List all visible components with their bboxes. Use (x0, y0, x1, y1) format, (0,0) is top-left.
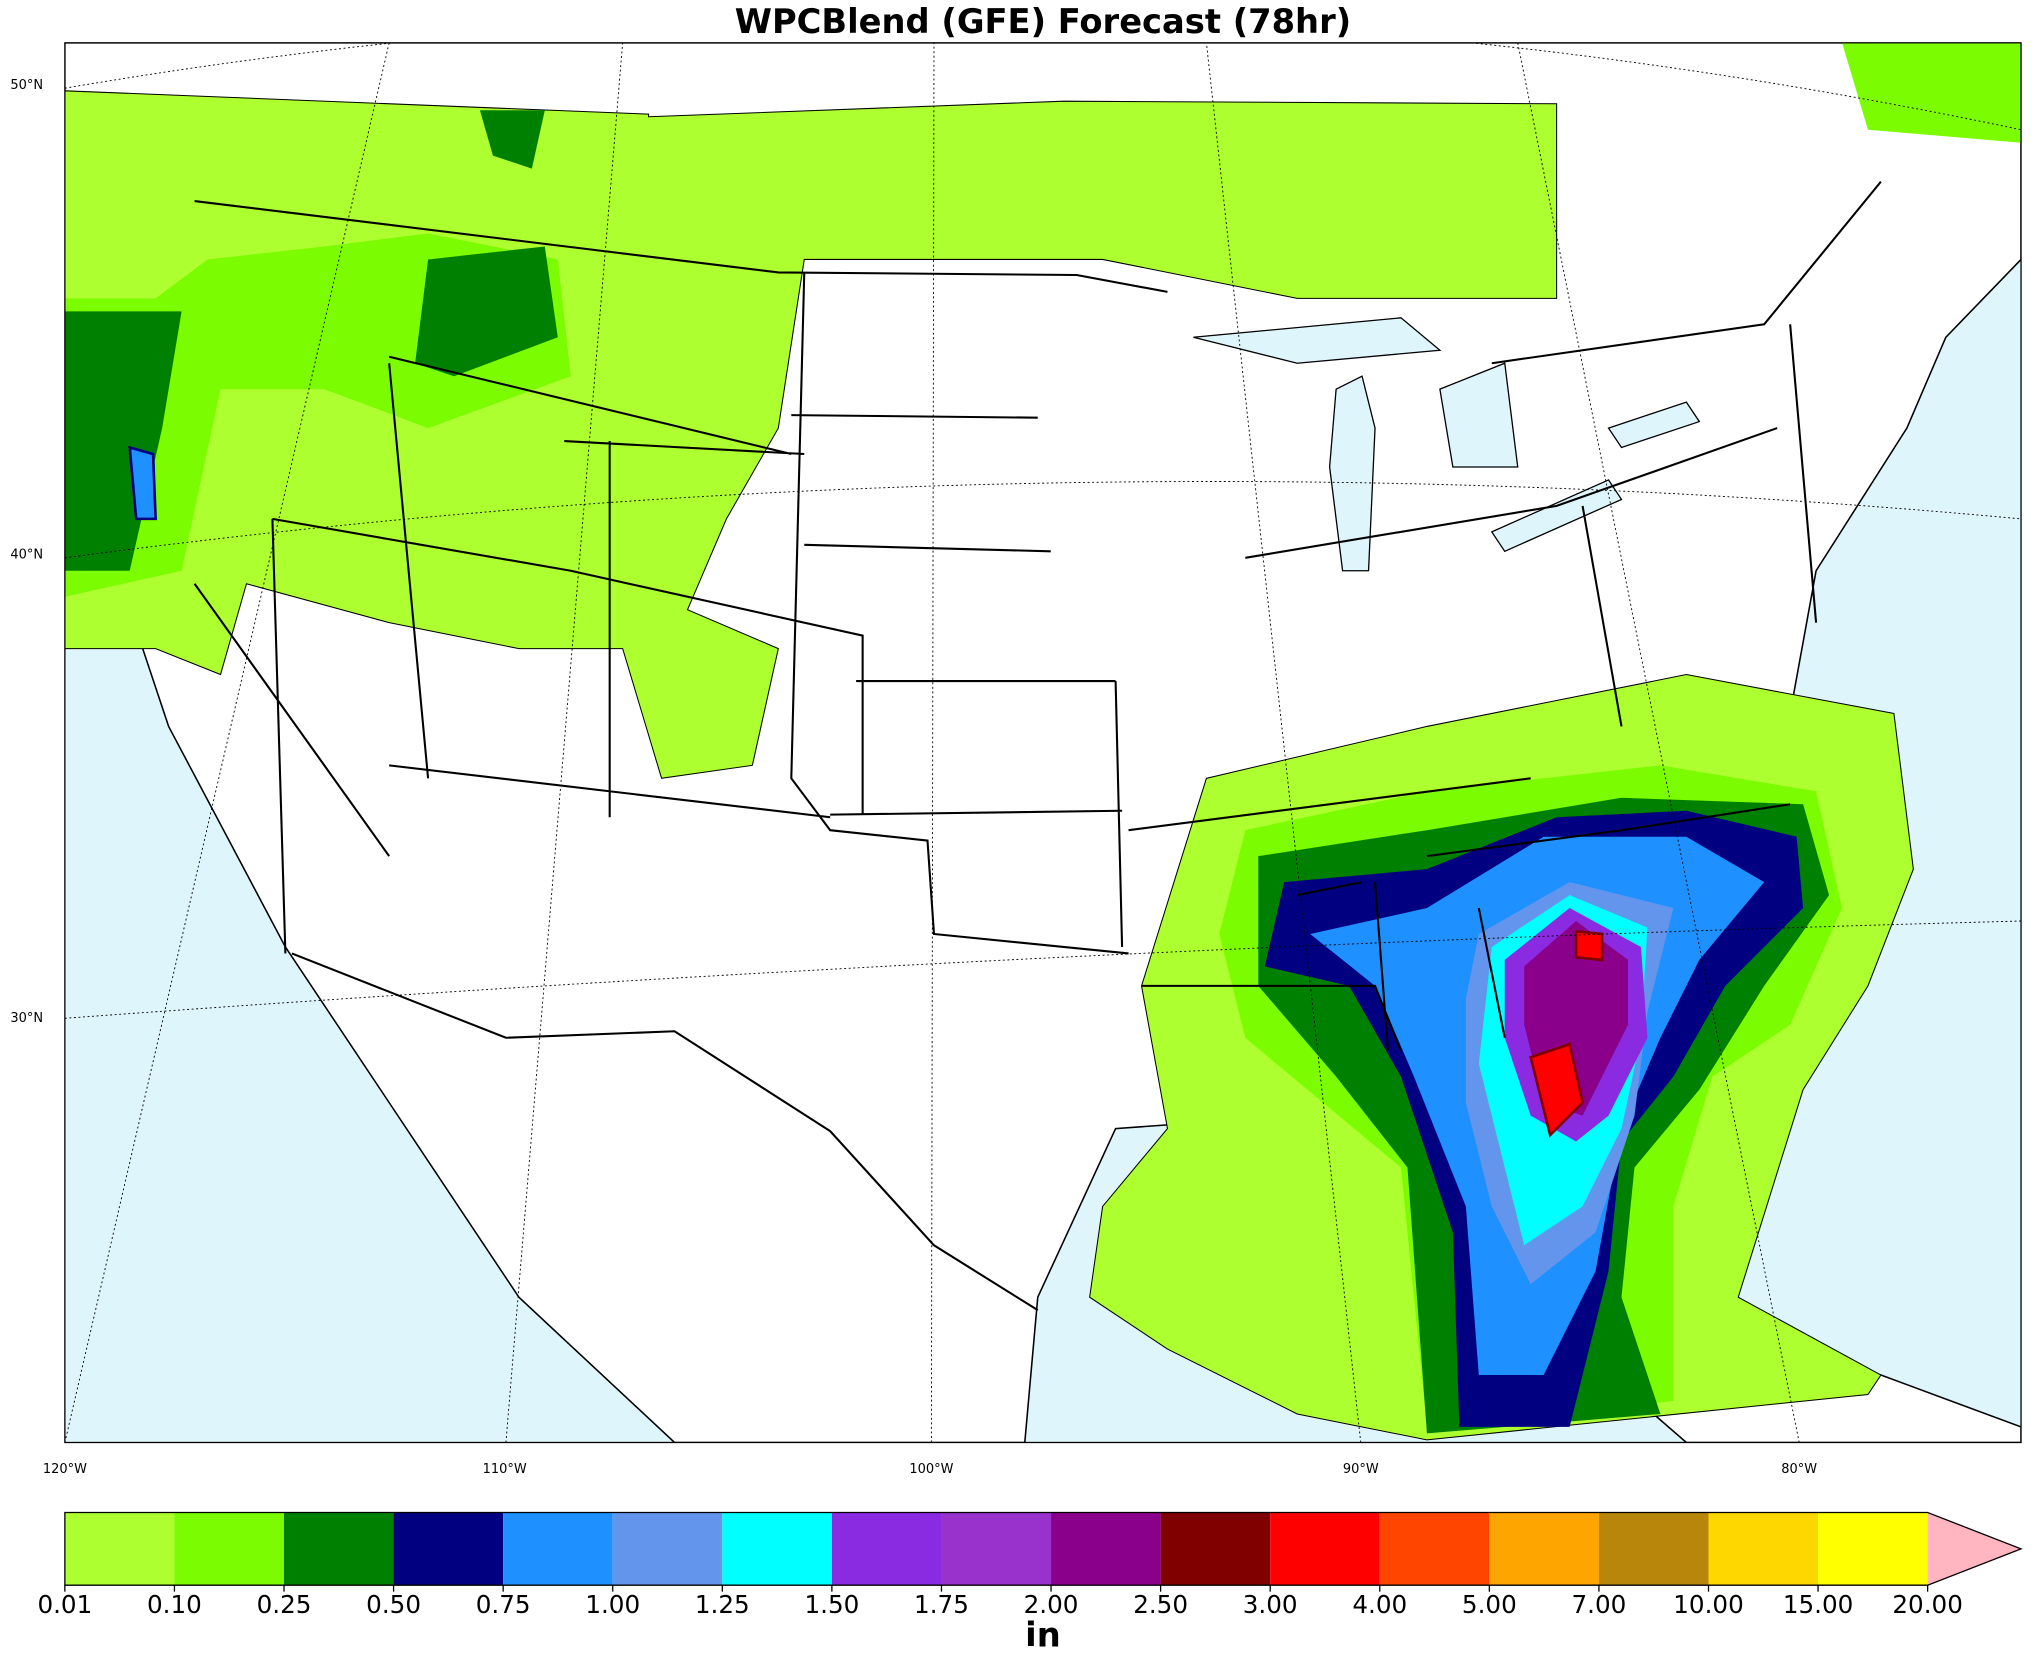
colorbar-label: in (1025, 1616, 1061, 1655)
lat-label: 30°N (10, 1011, 43, 1026)
colorbar-tick-label: 0.10 (147, 1590, 202, 1619)
colorbar-frame (64, 1511, 2023, 1586)
precip-northwest-core (64, 110, 558, 571)
colorbar-tick-label: 1.75 (914, 1590, 969, 1619)
colorbar-bin (174, 1512, 285, 1586)
lat-label: 50°N (10, 78, 43, 93)
lon-label: 100°W (909, 1462, 953, 1477)
precip-northeast (1842, 42, 2022, 143)
lon-label: 90°W (1343, 1462, 1379, 1477)
colorbar-tick-label: 1.25 (695, 1590, 750, 1619)
colorbar-bin (393, 1512, 504, 1586)
colorbar-extend (1927, 1512, 2022, 1586)
borders (193, 180, 1882, 1312)
figure: WPCBlend (GFE) Forecast (78hr) 50°N 40°N… (10, 2, 2023, 1655)
colorbar-bin (1160, 1512, 1271, 1586)
colorbar-bin (722, 1512, 832, 1586)
precip-northwest-peak (128, 445, 158, 521)
precip-southeast-peak (1529, 929, 1604, 1138)
lon-label: 110°W (483, 1462, 527, 1477)
map (64, 42, 2022, 1443)
colorbar-tick-label: 3.00 (1243, 1590, 1298, 1619)
colorbar-bin (1379, 1512, 1490, 1586)
colorbar-bin (1489, 1512, 1599, 1586)
colorbar-bin (64, 1512, 175, 1586)
colorbar-tick-label: 0.01 (37, 1590, 92, 1619)
colorbar-tick-label: 10.00 (1673, 1590, 1743, 1619)
colorbar-tick-label: 1.00 (585, 1590, 640, 1619)
colorbar-tick-label: 2.00 (1024, 1590, 1079, 1619)
colorbar-bin (831, 1512, 942, 1586)
colorbar-tick-label: 5.00 (1462, 1590, 1517, 1619)
great-lakes (1193, 317, 1701, 572)
colorbar-bin (1598, 1512, 1709, 1586)
map-frame (64, 42, 2022, 1444)
colorbar-bin (1708, 1512, 1819, 1586)
colorbar-tick-label: 0.25 (257, 1590, 312, 1619)
colorbar-tick-label: 2.50 (1133, 1590, 1188, 1619)
colorbar-tick-label: 0.50 (366, 1590, 421, 1619)
colorbar-tick-label: 4.00 (1352, 1590, 1407, 1619)
colorbar-tick-label: 7.00 (1571, 1590, 1626, 1619)
colorbar-bin (1051, 1512, 1161, 1586)
colorbar-tick-label: 15.00 (1783, 1590, 1854, 1619)
colorbar-bin (1818, 1512, 1928, 1586)
colorbar-tick-label: 20.00 (1892, 1590, 1962, 1619)
lon-label: 80°W (1781, 1462, 1817, 1477)
colorbar-bin (503, 1512, 613, 1586)
map-title: WPCBlend (GFE) Forecast (78hr) (735, 2, 1351, 41)
colorbar-bin (284, 1512, 394, 1586)
graticule (64, 42, 2022, 1443)
colorbar-bin (941, 1512, 1052, 1586)
colorbar-tick-label: 0.75 (476, 1590, 531, 1619)
colorbar-tick-label: 1.50 (804, 1590, 859, 1619)
lon-label: 120°W (43, 1462, 87, 1477)
lat-label: 40°N (10, 548, 43, 563)
colorbar-bin (612, 1512, 723, 1586)
colorbar-bin (1270, 1512, 1380, 1586)
